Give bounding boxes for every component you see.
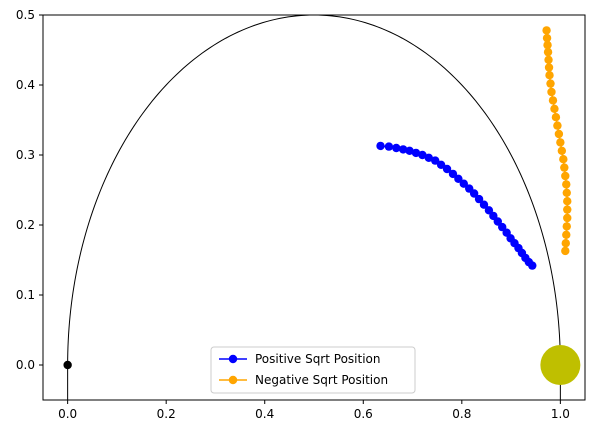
series-2-point: [561, 246, 570, 256]
series-2-point: [543, 40, 552, 50]
series-2-point: [562, 222, 571, 231]
series-2-point: [546, 79, 555, 88]
series-2-point: [547, 87, 556, 97]
x-tick-label: 0.2: [157, 407, 176, 421]
series-1-point: [436, 160, 446, 169]
x-tick-label: 0.0: [58, 407, 77, 421]
legend-label: Negative Sqrt Position: [255, 373, 388, 387]
series-2-point: [557, 146, 567, 155]
y-tick-label: 0.5: [16, 8, 35, 22]
legend-marker: [228, 375, 238, 385]
series-1-point: [498, 222, 507, 232]
series-1-point: [469, 189, 479, 198]
series-2-point: [554, 129, 564, 139]
y-tick-label: 0.2: [16, 218, 35, 232]
series-2-point: [563, 213, 572, 223]
legend-marker: [228, 354, 238, 364]
series-1-point: [474, 194, 484, 204]
series-1-point: [448, 169, 458, 179]
y-tick-label: 0.0: [16, 358, 35, 372]
legend-label: Positive Sqrt Position: [255, 352, 380, 366]
series-2-point: [561, 171, 570, 181]
series-1-point: [384, 142, 394, 151]
y-axis: 0.0 0.1 0.2 0.3 0.4 0.5: [16, 8, 43, 372]
series-2-point: [556, 138, 565, 147]
series-2-point: [544, 63, 554, 72]
series-2-point: [551, 113, 561, 122]
y-tick-label: 0.4: [16, 78, 35, 92]
plot-area: [63, 15, 581, 400]
series-1-point: [376, 141, 385, 151]
series-2-point: [543, 47, 553, 57]
series-1-point: [454, 174, 463, 183]
series-line-1: [380, 145, 533, 267]
series-2-point: [545, 71, 554, 80]
x-tick-label: 0.4: [255, 407, 274, 421]
series-1-point: [418, 150, 427, 160]
target-marker: [540, 345, 581, 385]
series-2-point: [561, 239, 570, 248]
boundary-curve: [67, 15, 561, 400]
series-2-point: [562, 230, 571, 239]
x-axis: 0.0 0.2 0.4 0.6 0.8 1.0: [58, 400, 570, 421]
series-1-point: [479, 200, 489, 209]
series-2-point: [542, 26, 551, 35]
origin-marker: [63, 360, 72, 370]
series-2-point: [559, 155, 568, 164]
x-tick-label: 0.6: [354, 407, 373, 421]
x-tick-label: 0.8: [452, 407, 471, 421]
series-1-point: [398, 145, 408, 154]
series-2-point: [553, 121, 562, 130]
series-2-point: [562, 188, 571, 197]
series-2-point: [560, 163, 569, 172]
series-1-point: [493, 217, 502, 226]
series-2-point: [542, 33, 552, 43]
series-1-point: [459, 179, 468, 188]
series-1-point: [484, 206, 494, 215]
series-2-point: [544, 55, 553, 64]
series-2-point: [563, 205, 572, 214]
legend-box: [210, 346, 416, 394]
series-1-point: [392, 143, 401, 153]
series-2-point: [548, 96, 558, 105]
series-1-point: [528, 261, 537, 270]
legend: Positive Sqrt Position Negative Sqrt Posi…: [210, 346, 416, 394]
series-1-point: [442, 164, 452, 174]
x-tick-label: 1.0: [551, 407, 570, 421]
series-2-point: [550, 104, 559, 114]
series-1-point: [405, 146, 414, 155]
y-tick-label: 0.1: [16, 288, 35, 302]
axes-frame: [42, 14, 586, 401]
series-2-point: [563, 197, 572, 206]
series-1-point: [431, 156, 440, 165]
series-2-point: [562, 180, 571, 189]
series-1-point: [489, 211, 498, 221]
series-1-point: [411, 148, 421, 158]
y-tick-label: 0.3: [16, 148, 35, 162]
series-1-point: [424, 153, 434, 162]
